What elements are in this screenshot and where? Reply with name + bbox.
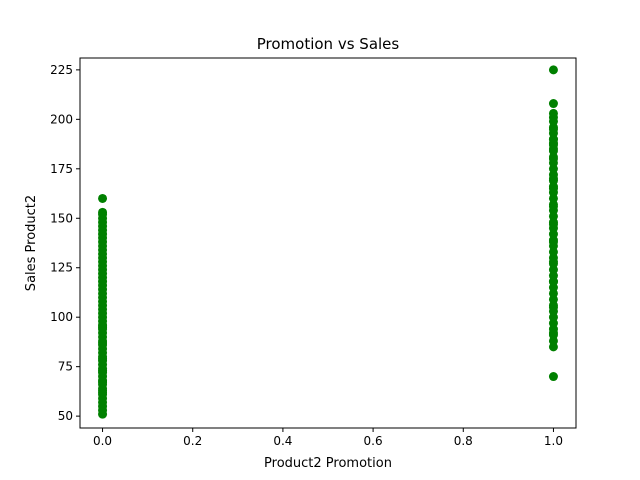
- data-point: [98, 387, 108, 397]
- data-point: [548, 65, 558, 75]
- y-tick-label: 125: [50, 261, 73, 275]
- data-point: [548, 237, 558, 247]
- data-point: [548, 174, 558, 184]
- data-point: [548, 99, 558, 109]
- data-point: [548, 257, 558, 267]
- x-tick-label: 0.0: [93, 434, 112, 448]
- x-tick-label: 0.6: [364, 434, 383, 448]
- y-tick-label: 200: [50, 112, 73, 126]
- y-axis-ticks: 50 75 100 125 150 175 200 225: [50, 63, 80, 423]
- data-point: [98, 207, 108, 217]
- data-point: [548, 184, 558, 194]
- data-point: [548, 302, 558, 312]
- x-axis-title: Product2 Promotion: [264, 456, 392, 471]
- x-tick-label: 0.4: [273, 434, 292, 448]
- data-point: [548, 372, 558, 382]
- data-point: [548, 108, 558, 118]
- data-point: [548, 124, 558, 134]
- y-axis-title: Sales Product2: [24, 195, 39, 291]
- y-tick-label: 150: [50, 211, 73, 225]
- chart-title: Promotion vs Sales: [257, 35, 400, 53]
- y-tick-label: 50: [58, 409, 73, 423]
- data-point: [98, 193, 108, 203]
- plot-frame: [79, 57, 577, 429]
- data-point: [548, 201, 558, 211]
- y-tick-label: 100: [50, 310, 73, 324]
- data-point: [98, 366, 108, 376]
- data-points: [98, 65, 558, 419]
- data-point: [98, 338, 108, 348]
- data-point: [548, 328, 558, 338]
- x-tick-label: 1.0: [544, 434, 563, 448]
- data-point: [98, 377, 108, 387]
- x-tick-label: 0.8: [454, 434, 473, 448]
- data-point: [98, 354, 108, 364]
- y-tick-label: 225: [50, 63, 73, 77]
- x-tick-label: 0.2: [183, 434, 202, 448]
- data-point: [548, 219, 558, 229]
- y-tick-label: 75: [58, 360, 73, 374]
- y-tick-label: 175: [50, 162, 73, 176]
- data-point: [548, 277, 558, 287]
- data-point: [548, 154, 558, 164]
- x-axis-ticks: 0.0 0.2 0.4 0.6 0.8 1.0: [93, 428, 563, 448]
- data-point: [548, 134, 558, 144]
- data-point: [98, 322, 108, 332]
